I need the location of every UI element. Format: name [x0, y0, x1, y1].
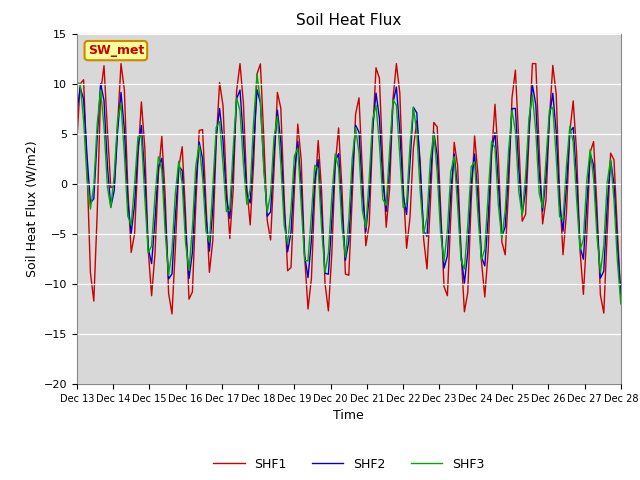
- SHF2: [97, 81, 104, 86]
- SHF2: [257, 100, 264, 106]
- SHF1: [532, 61, 540, 67]
- SHF3: [277, 161, 285, 167]
- SHF2: [277, 139, 285, 145]
- SHF2: [226, 216, 234, 221]
- SHF2: [529, 82, 536, 88]
- SHF1: [117, 61, 125, 67]
- SHF1: [617, 294, 625, 300]
- SHF3: [73, 80, 81, 85]
- Text: SW_met: SW_met: [88, 44, 144, 57]
- SHF1: [73, 139, 81, 144]
- SHF1: [260, 134, 268, 140]
- SHF3: [257, 98, 264, 104]
- SHF3: [617, 301, 625, 307]
- SHF3: [593, 234, 601, 240]
- Y-axis label: Soil Heat Flux (W/m2): Soil Heat Flux (W/m2): [25, 141, 38, 277]
- SHF1: [229, 187, 237, 192]
- SHF1: [280, 195, 288, 201]
- SHF3: [223, 209, 230, 215]
- SHF2: [617, 291, 625, 297]
- SHF2: [73, 110, 81, 116]
- SHF2: [593, 220, 601, 226]
- X-axis label: Time: Time: [333, 409, 364, 422]
- SHF2: [556, 201, 563, 206]
- Line: SHF1: SHF1: [77, 64, 621, 314]
- Legend: SHF1, SHF2, SHF3: SHF1, SHF2, SHF3: [209, 453, 489, 476]
- SHF3: [529, 92, 536, 98]
- SHF3: [556, 214, 563, 219]
- SHF3: [253, 72, 261, 77]
- SHF1: [559, 252, 567, 258]
- SHF1: [596, 292, 604, 298]
- SHF1: [168, 311, 176, 317]
- Title: Soil Heat Flux: Soil Heat Flux: [296, 13, 401, 28]
- Line: SHF2: SHF2: [77, 84, 621, 294]
- Line: SHF3: SHF3: [77, 74, 621, 304]
